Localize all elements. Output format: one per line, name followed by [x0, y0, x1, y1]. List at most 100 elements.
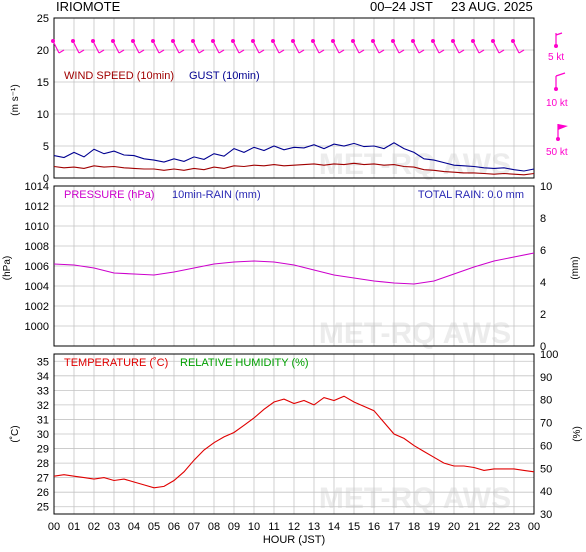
wind-barb-flag — [438, 49, 445, 54]
barb-legend-5kt-flag-icon — [555, 32, 563, 36]
wind-barb-flag — [498, 49, 505, 54]
wind-barb-flag — [398, 49, 405, 54]
wind-barb-flag — [258, 49, 265, 54]
wind-barb-dot — [291, 39, 295, 43]
temperature-humidity-series-0-line — [53, 395, 535, 489]
x-tick-label: 21 — [468, 521, 480, 533]
x-tick-label: 23 — [508, 521, 520, 533]
temperature-humidity-y-tick-label: 32 — [37, 400, 49, 412]
x-tick-label: 00 — [48, 521, 60, 533]
rain-y-axis-title: (mm) — [570, 256, 581, 279]
watermark-pressure: MET-RQ AWS — [319, 317, 511, 350]
wind-y-tick-label: 25 — [37, 13, 49, 25]
wind-barb-flag — [338, 49, 345, 54]
wind-barb-dot — [411, 39, 415, 43]
temperature-humidity-y-tick-label: 31 — [37, 414, 49, 426]
x-tick-label: 17 — [388, 521, 400, 533]
wind-barb-dot — [131, 39, 135, 43]
x-tick-label: 01 — [68, 521, 80, 533]
x-tick-label: 02 — [88, 521, 100, 533]
temperature-humidity-y-tick-label: 28 — [37, 458, 49, 470]
wind-barb-staff — [292, 40, 300, 54]
temperature-humidity-y2-tick-label: 60 — [540, 440, 552, 452]
legend-wind-speed: WIND SPEED (10min) — [64, 70, 174, 82]
wind-barb-dot — [231, 39, 235, 43]
barb-legend-5kt-dot-icon — [554, 44, 558, 48]
wind-barb-flag — [78, 49, 85, 54]
watermark-temperature: MET-RQ AWS — [319, 482, 511, 515]
wind-barb-dot — [371, 39, 375, 43]
wind-barb-dot — [91, 39, 95, 43]
wind-barb-dot — [151, 39, 155, 43]
wind-barb-flag — [238, 49, 245, 54]
wind-barb-staff — [472, 40, 480, 54]
x-tick-label: 08 — [208, 521, 220, 533]
x-tick-label: 05 — [148, 521, 160, 533]
wind-barb-dot — [351, 39, 355, 43]
wind-barb-flag — [58, 49, 65, 54]
wind-barb-staff — [452, 40, 460, 54]
wind-y-axis-title: (m s⁻¹) — [10, 84, 21, 115]
pressure-y-tick-label: 1006 — [25, 261, 49, 273]
wind-series-1-line — [53, 142, 535, 172]
wind-barb-flag — [378, 49, 385, 54]
wind-barb-dot — [491, 39, 495, 43]
pressure-y-tick-label: 1010 — [25, 221, 49, 233]
barb-legend-10kt: 10 kt — [546, 98, 568, 109]
temperature-humidity-y-tick-label: 25 — [37, 502, 49, 514]
wind-barb-staff — [372, 40, 380, 54]
wind-barb-dot — [271, 39, 275, 43]
legend-pressure: PRESSURE (hPa) — [64, 189, 154, 201]
wind-barb-staff — [412, 40, 420, 54]
temperature-humidity-y-tick-label: 35 — [37, 356, 49, 368]
pressure-y-tick-label: 1012 — [25, 201, 49, 213]
temperature-humidity-y-tick-label: 29 — [37, 444, 49, 456]
wind-barb-staff — [252, 40, 260, 54]
wind-y-tick-label: 0 — [43, 173, 49, 185]
wind-barb-flag — [158, 49, 165, 54]
total-rain: TOTAL RAIN: 0.0 mm — [418, 189, 524, 201]
wind-barb-dot — [431, 39, 435, 43]
pressure-y-tick-label: 1000 — [25, 321, 49, 333]
x-tick-label: 04 — [128, 521, 140, 533]
x-tick-label: 13 — [308, 521, 320, 533]
pressure-y-tick-label: 1014 — [25, 181, 49, 193]
x-tick-label: 07 — [188, 521, 200, 533]
pressure-y-tick-label: 1004 — [25, 281, 49, 293]
wind-barb-staff — [52, 40, 60, 54]
temperature-humidity-y2-tick-label: 90 — [540, 372, 552, 384]
wind-barb-flag — [318, 49, 325, 54]
barb-legend-10kt-dot-icon — [554, 87, 558, 91]
pressure-series-0-line — [53, 252, 535, 285]
x-tick-label: 06 — [168, 521, 180, 533]
pressure-y-tick-label: 1008 — [25, 241, 49, 253]
temperature-humidity-y2-tick-label: 40 — [540, 486, 552, 498]
x-tick-label: 22 — [488, 521, 500, 533]
wind-barb-staff — [72, 40, 80, 54]
wind-barb-staff — [352, 40, 360, 54]
wind-barb-staff — [92, 40, 100, 54]
wind-barb-staff — [172, 40, 180, 54]
chart-date: 23 AUG. 2025 — [451, 0, 533, 14]
pressure-y2-tick-label: 0 — [540, 341, 546, 353]
wind-barb-dot — [191, 39, 195, 43]
wind-barb-flag — [178, 49, 185, 54]
x-tick-label: 00 — [528, 521, 540, 533]
x-tick-label: 12 — [288, 521, 300, 533]
wind-barb-flag — [198, 49, 205, 54]
temperature-humidity-y-tick-label: 34 — [37, 371, 49, 383]
wind-y-tick-label: 5 — [43, 141, 49, 153]
wind-y-tick-label: 10 — [37, 109, 49, 121]
temperature-humidity-y2-tick-label: 70 — [540, 418, 552, 430]
x-tick-label: 20 — [448, 521, 460, 533]
x-tick-label: 10 — [248, 521, 260, 533]
legend-temperature: TEMPERATURE (˚C) — [64, 357, 168, 369]
panels: 0510152025100010021004100610081010101210… — [25, 13, 559, 533]
barb-legend-50kt-dot-icon — [556, 137, 560, 141]
wind-barb-flag — [278, 49, 285, 54]
barb-legend-50kt: 50 kt — [546, 147, 568, 158]
humidity-y-axis-title: (%) — [572, 426, 583, 442]
wind-barb-dot — [391, 39, 395, 43]
